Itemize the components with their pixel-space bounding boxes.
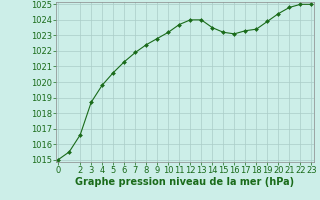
X-axis label: Graphe pression niveau de la mer (hPa): Graphe pression niveau de la mer (hPa)	[75, 177, 294, 187]
